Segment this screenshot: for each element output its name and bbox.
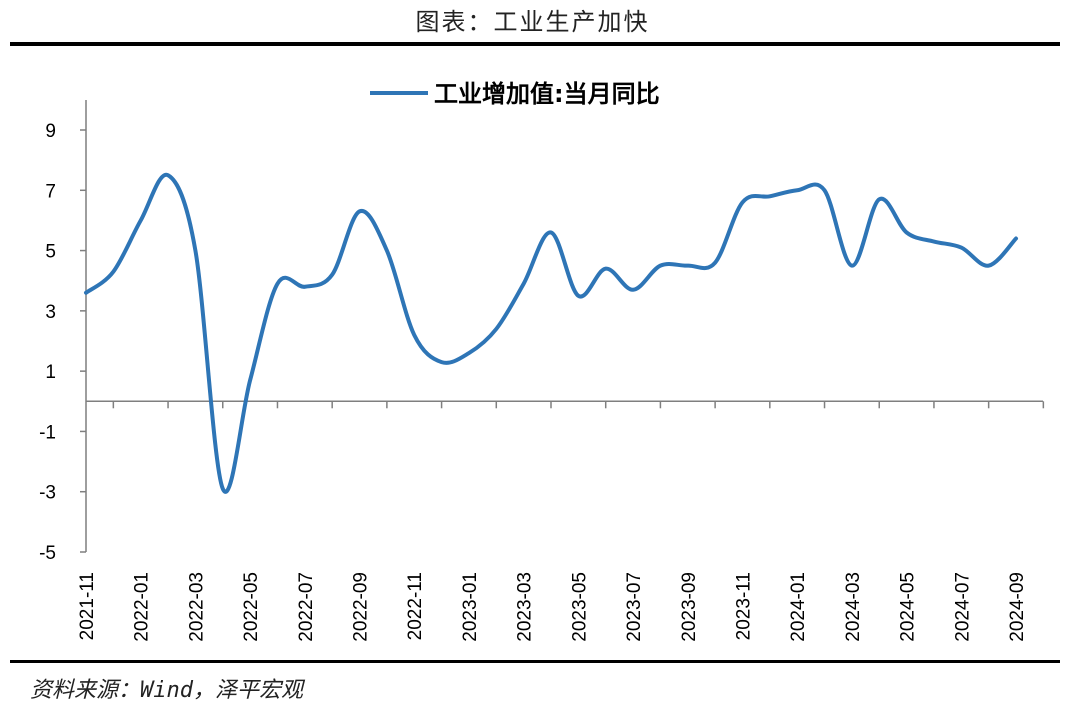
y-axis: 9 7 5 3 1 -1 -3 -5 — [39, 100, 87, 564]
x-tick-label: 2022-09 — [351, 572, 372, 642]
y-tick-label: 3 — [45, 302, 56, 323]
x-tick-label: 2024-05 — [898, 572, 919, 642]
x-tick-label: 2024-01 — [788, 572, 809, 642]
x-tick-label: 2022-05 — [241, 572, 262, 642]
x-tick-label: 2024-09 — [1007, 572, 1028, 642]
series-group — [84, 172, 1018, 494]
x-tick-label: 2023-03 — [515, 572, 536, 642]
x-tick-label: 2022-03 — [186, 572, 207, 642]
x-tick-label: 2023-05 — [569, 572, 590, 642]
y-tick-label: 7 — [45, 181, 56, 202]
y-tick-label: -5 — [39, 543, 56, 564]
source-note: 资料来源：Wind，泽平宏观 — [30, 678, 303, 703]
x-tick-label: 2022-01 — [132, 572, 153, 642]
bottom-rule — [10, 660, 1060, 663]
figure-title: 图表：工业生产加快 — [415, 8, 650, 36]
series-line-industrial-value-added — [84, 172, 1018, 494]
x-tick-label: 2022-07 — [296, 572, 317, 642]
y-tick-label: -3 — [39, 483, 56, 504]
top-rule — [10, 42, 1060, 46]
x-tick-label: 2023-07 — [624, 572, 645, 642]
y-tick-label: 5 — [45, 242, 56, 263]
x-tick-label: 2023-09 — [679, 572, 700, 642]
x-tick-label: 2024-07 — [952, 572, 973, 642]
x-tick-label: 2024-03 — [843, 572, 864, 642]
x-tick-label: 2023-01 — [460, 572, 481, 642]
x-axis: 2021-11 2022-01 2022-03 2022-05 2022-07 2022-… — [77, 400, 1045, 642]
y-tick-label: -1 — [39, 422, 56, 443]
x-tick-label: 2023-11 — [733, 572, 754, 640]
y-tick-label: 1 — [45, 362, 56, 383]
legend-label: 工业增加值:当月同比 — [434, 80, 660, 108]
legend: 工业增加值:当月同比 — [370, 80, 660, 108]
x-tick-label: 2022-11 — [405, 572, 426, 640]
y-tick-label: 9 — [45, 121, 56, 142]
x-tick-label: 2021-11 — [77, 572, 98, 640]
